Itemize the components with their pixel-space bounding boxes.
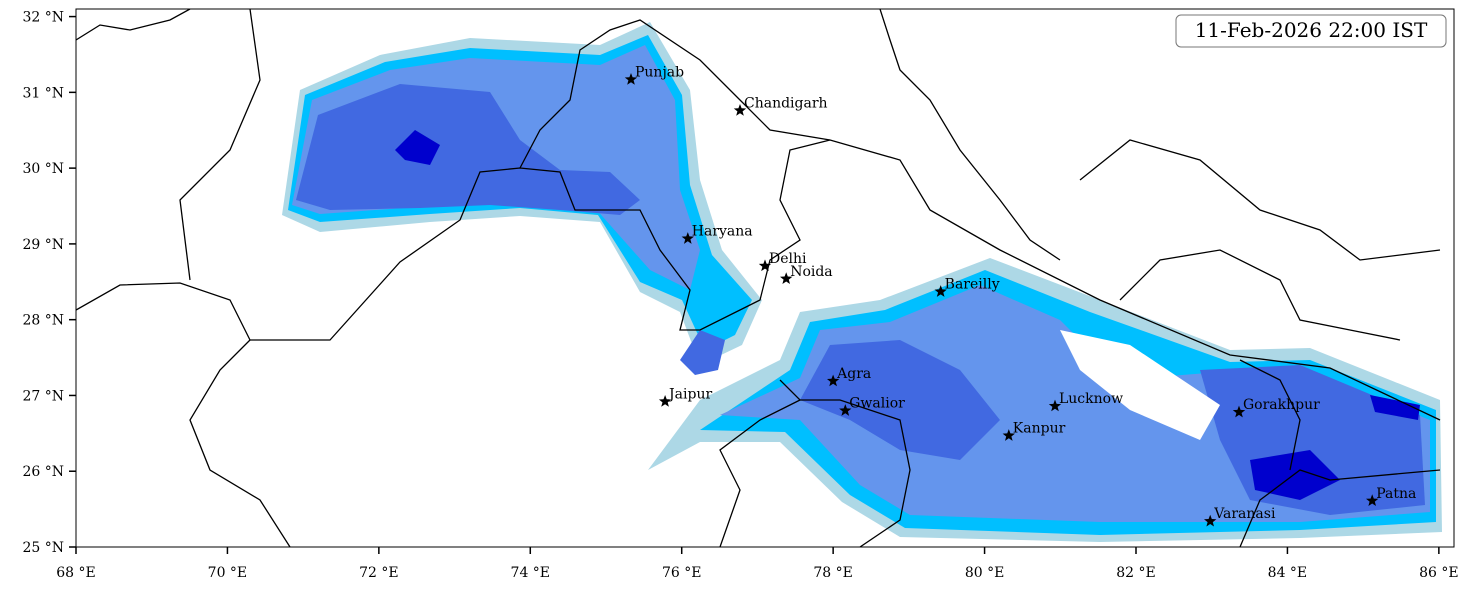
x-tick-label: 74 °E (511, 565, 550, 581)
city-marker (733, 104, 747, 116)
x-tick-label: 76 °E (662, 565, 701, 581)
x-tick-label: 72 °E (359, 565, 398, 581)
y-tick-label: 27 °N (22, 388, 64, 404)
y-tick-label: 29 °N (22, 237, 64, 253)
city-label: Chandigarh (744, 96, 828, 112)
city-label: Punjab (635, 64, 684, 80)
city-marker (839, 404, 852, 416)
x-tick-label: 86 °E (1419, 565, 1458, 581)
city-label: Agra (836, 366, 871, 382)
timestamp: 11-Feb-2026 22:00 IST (1195, 18, 1428, 42)
city-marker (758, 259, 772, 272)
city-marker (1002, 429, 1015, 441)
city-label: Bareilly (945, 277, 1000, 293)
y-tick-label: 30 °N (22, 161, 64, 177)
y-tick-label: 25 °N (22, 540, 64, 556)
y-tick-label: 26 °N (22, 464, 64, 480)
x-tick-label: 80 °E (965, 565, 1004, 581)
precipitation-layer (282, 22, 1442, 542)
city-label: Jaipur (667, 387, 712, 403)
city-label: Gwalior (849, 396, 905, 412)
y-tick-label: 32 °N (22, 10, 64, 26)
city-marker (827, 374, 840, 387)
city-marker (1204, 514, 1217, 527)
city-marker (681, 232, 694, 244)
city-label: Gorakhpur (1243, 397, 1320, 413)
x-tick-label: 82 °E (1116, 565, 1155, 581)
city-label: Delhi (769, 251, 807, 267)
city-marker (658, 395, 672, 407)
y-tick-label: 31 °N (22, 85, 64, 101)
x-tick-label: 70 °E (208, 565, 247, 581)
borders (76, 9, 1441, 547)
city-marker (624, 73, 638, 85)
timestamp-box (1175, 14, 1447, 48)
city-marker (1048, 399, 1062, 412)
y-tick-label: 28 °N (22, 313, 64, 329)
x-tick-label: 84 °E (1268, 565, 1307, 581)
city-label: Lucknow (1059, 391, 1123, 407)
city-label: Haryana (692, 224, 753, 240)
city-marker (1366, 494, 1379, 506)
city-label: Varanasi (1213, 506, 1276, 522)
city-label: Patna (1376, 486, 1416, 502)
map-frame (75, 8, 1455, 548)
city-marker (934, 285, 947, 297)
city-marker (1232, 405, 1246, 418)
x-tick-label: 68 °E (56, 565, 95, 581)
city-marker (780, 272, 793, 284)
x-tick-label: 78 °E (813, 565, 852, 581)
city-label: Noida (790, 264, 832, 280)
city-label: Kanpur (1013, 421, 1066, 437)
